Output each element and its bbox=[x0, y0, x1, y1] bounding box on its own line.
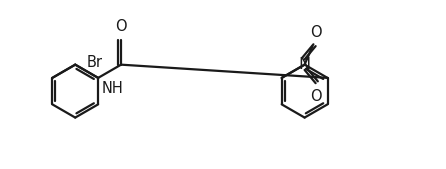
Text: NH: NH bbox=[101, 81, 123, 96]
Text: O: O bbox=[310, 89, 322, 104]
Text: Br: Br bbox=[87, 55, 103, 70]
Text: N: N bbox=[298, 57, 311, 72]
Text: O: O bbox=[310, 25, 322, 40]
Text: O: O bbox=[115, 19, 127, 34]
